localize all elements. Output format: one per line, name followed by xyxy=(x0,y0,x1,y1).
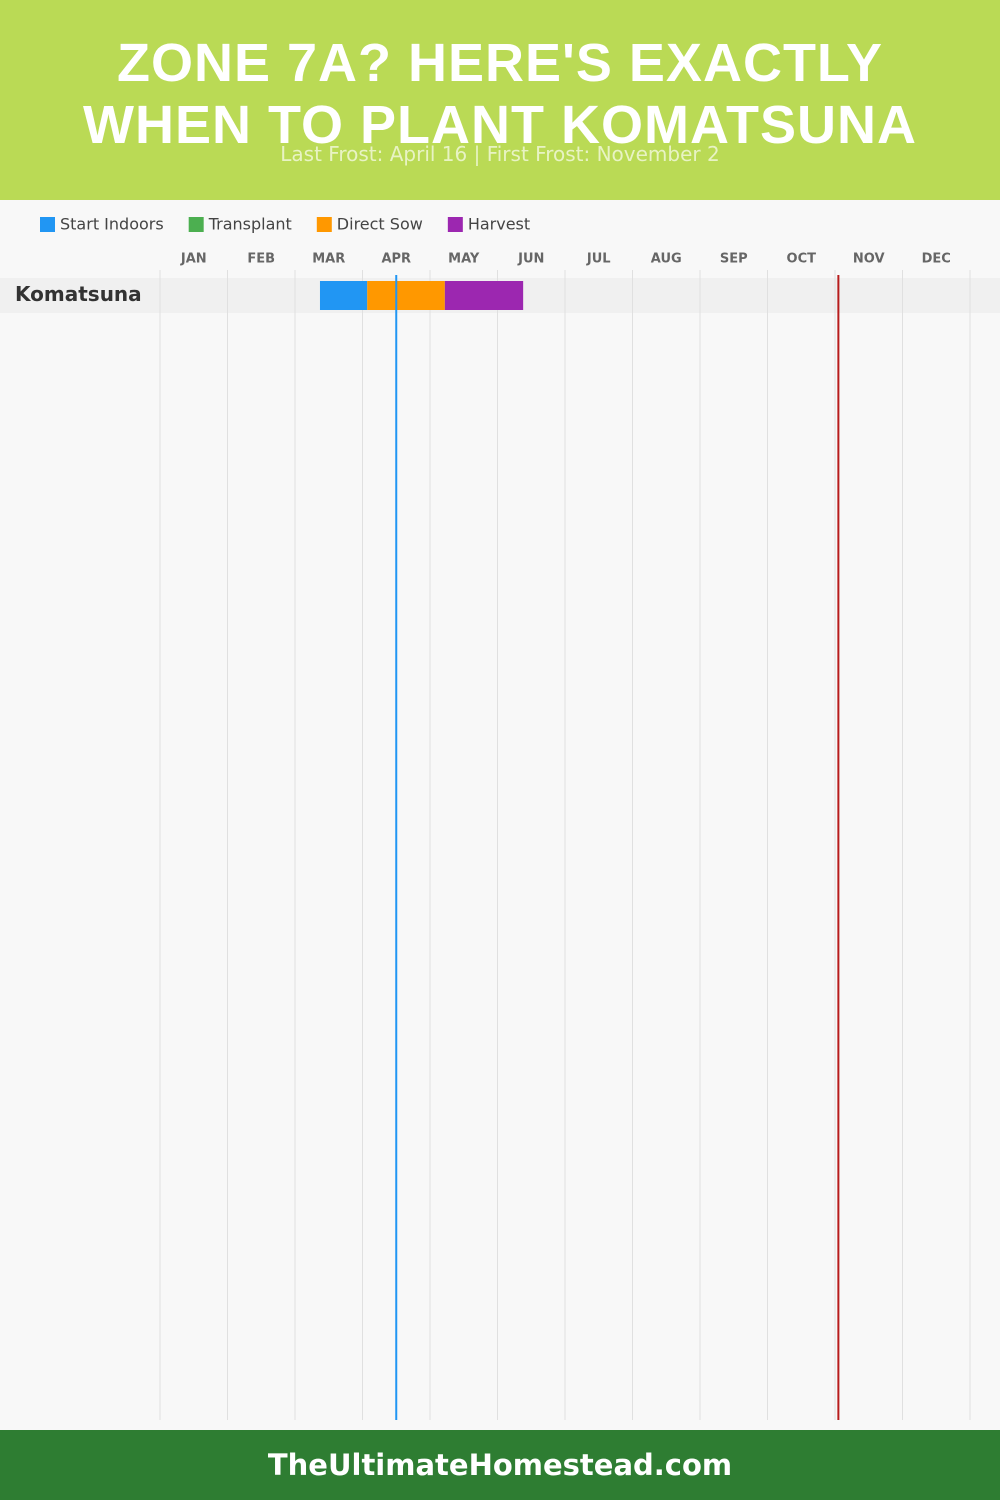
month-label: DEC xyxy=(922,252,951,267)
legend-label: Harvest xyxy=(468,215,530,234)
month-label: JUN xyxy=(517,252,544,267)
legend-label: Start Indoors xyxy=(60,215,164,234)
legend-swatch xyxy=(188,217,204,232)
month-label: AUG xyxy=(651,252,682,267)
month-label: FEB xyxy=(247,252,275,267)
bar-segment xyxy=(444,281,524,310)
month-label: JUL xyxy=(586,252,611,267)
month-label: MAR xyxy=(312,252,345,267)
legend-label: Transplant xyxy=(208,215,292,234)
legend-swatch xyxy=(316,217,332,232)
month-label: OCT xyxy=(787,252,817,267)
month-label: JAN xyxy=(180,252,207,267)
month-label: SEP xyxy=(720,252,748,267)
month-label: MAY xyxy=(448,252,480,267)
month-label: APR xyxy=(381,252,411,267)
chart: JAN FEB MAR APR MAY JUN JUL AUG SEP OCT NOV DEC Star… xyxy=(0,215,1000,1420)
chart-title: ZONE 7A? HERE'S EXACTLY WHEN TO PLANT KO… xyxy=(83,33,917,155)
month-label: NOV xyxy=(853,252,885,267)
row-label: Komatsuna xyxy=(15,282,142,306)
bar-segment xyxy=(319,281,368,310)
footer: TheUltimateHomestead.com xyxy=(0,1430,1000,1500)
legend-swatch xyxy=(447,217,463,232)
bar-segment xyxy=(367,281,445,310)
legend-swatch xyxy=(40,217,55,232)
legend-label: Direct Sow xyxy=(337,215,423,234)
header: ZONE 7A? HERE'S EXACTLY WHEN TO PLANT KO… xyxy=(0,0,1000,200)
chart-subtitle: Last Frost: April 16 | First Frost: Nove… xyxy=(280,142,720,166)
